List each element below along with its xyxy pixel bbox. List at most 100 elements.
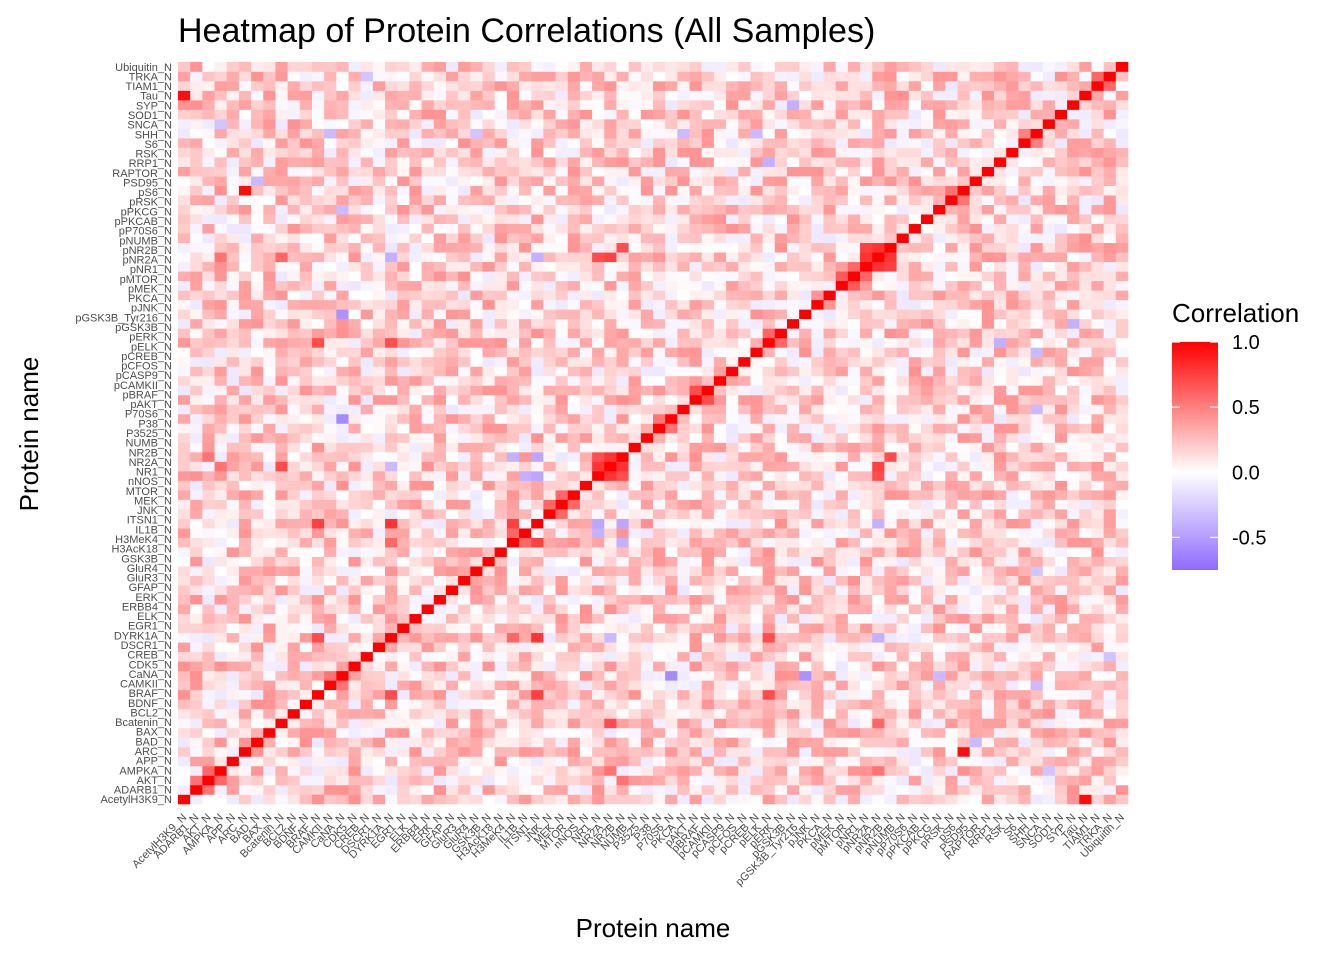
heatmap-cell (860, 461, 873, 472)
heatmap-cell (628, 138, 642, 148)
heatmap-cell (920, 328, 934, 339)
heatmap-cell (799, 242, 812, 253)
heatmap-cell (884, 62, 897, 72)
heatmap-cell (689, 585, 703, 596)
heatmap-cell (579, 204, 593, 215)
heatmap-cell (616, 100, 629, 110)
heatmap-cell (616, 166, 629, 177)
heatmap-cell (799, 775, 812, 786)
heatmap-cell (519, 138, 532, 148)
heatmap-cell (409, 223, 422, 234)
heatmap-cell (860, 784, 873, 795)
heatmap-cell (311, 642, 325, 653)
heatmap-cell (567, 708, 581, 719)
heatmap-cell (299, 556, 313, 567)
heatmap-cell (311, 547, 325, 557)
heatmap-cell (506, 585, 520, 596)
heatmap-cell (372, 784, 386, 795)
heatmap-cell (896, 433, 910, 443)
heatmap-cell (762, 708, 776, 719)
heatmap-cell (823, 727, 836, 738)
heatmap-cell (811, 594, 824, 605)
heatmap-cell (750, 185, 763, 196)
heatmap-cell (458, 242, 471, 253)
heatmap-cell (665, 537, 678, 548)
heatmap-cell (178, 594, 191, 605)
heatmap-cell (360, 62, 374, 72)
heatmap-cell (592, 765, 605, 776)
heatmap-cell (372, 651, 386, 662)
heatmap-cell (592, 166, 605, 177)
heatmap-cell (470, 375, 483, 386)
heatmap-cell (640, 452, 654, 462)
heatmap-cell (653, 252, 666, 263)
heatmap-cell (543, 328, 556, 339)
heatmap-cell (823, 100, 836, 110)
heatmap-cell (202, 708, 215, 719)
heatmap-cell (579, 433, 593, 443)
heatmap-cell (336, 632, 349, 643)
heatmap-cell (360, 318, 374, 329)
heatmap-cell (592, 185, 605, 196)
heatmap-cell (336, 499, 349, 510)
heatmap-cell (665, 394, 678, 405)
heatmap-cell (385, 499, 398, 510)
heatmap-cell (555, 642, 569, 653)
heatmap-cell (774, 518, 788, 529)
heatmap-cell (372, 375, 386, 386)
heatmap-cell (738, 718, 751, 729)
heatmap-cell (653, 404, 666, 415)
heatmap-cell (433, 699, 447, 710)
heatmap-cell (567, 223, 581, 234)
heatmap-cell (896, 109, 910, 120)
heatmap-cell (786, 537, 800, 548)
heatmap-cell (860, 413, 873, 424)
heatmap-cell (470, 261, 483, 272)
heatmap-cell (238, 452, 252, 462)
heatmap-cell (214, 689, 228, 700)
heatmap-cell (726, 413, 739, 424)
heatmap-cell (494, 337, 508, 348)
heatmap-cell (470, 128, 483, 139)
heatmap-cell (811, 176, 824, 186)
heatmap-cell (689, 109, 703, 120)
heatmap-cell (896, 794, 910, 805)
heatmap-cell (677, 62, 690, 72)
heatmap-cell (348, 204, 361, 215)
heatmap-cell (251, 337, 264, 348)
heatmap-cell (713, 309, 727, 320)
heatmap-cell (519, 366, 532, 377)
heatmap-cell (592, 784, 605, 795)
heatmap-cell (458, 185, 471, 196)
heatmap-cell (579, 547, 593, 557)
heatmap-cell (653, 318, 666, 329)
heatmap-cell (202, 604, 215, 615)
heatmap-cell (519, 499, 532, 510)
heatmap-cell (860, 337, 873, 348)
heatmap-cell (238, 404, 252, 415)
heatmap-cell (458, 528, 471, 538)
heatmap-cell (299, 309, 313, 320)
heatmap-cell (774, 100, 788, 110)
heatmap-cell (908, 585, 922, 596)
heatmap-cell (689, 490, 703, 500)
heatmap-cell (519, 537, 532, 548)
heatmap-cell (214, 547, 228, 557)
heatmap-cell (202, 718, 215, 729)
heatmap-cell (750, 290, 763, 301)
heatmap-cell (324, 71, 337, 82)
heatmap-cell (653, 613, 666, 624)
heatmap-cell (287, 290, 301, 301)
heatmap-cell (482, 356, 495, 367)
heatmap-cell (299, 356, 313, 367)
heatmap-cell (835, 185, 849, 196)
heatmap-cell (409, 394, 422, 405)
heatmap-cell (421, 318, 435, 329)
heatmap-cell (945, 147, 958, 158)
heatmap-cell (823, 775, 836, 786)
heatmap-cell (263, 594, 276, 605)
heatmap-cell (750, 166, 763, 177)
heatmap-cell (860, 756, 873, 767)
heatmap-cell (726, 185, 739, 196)
heatmap-cell (311, 176, 325, 186)
